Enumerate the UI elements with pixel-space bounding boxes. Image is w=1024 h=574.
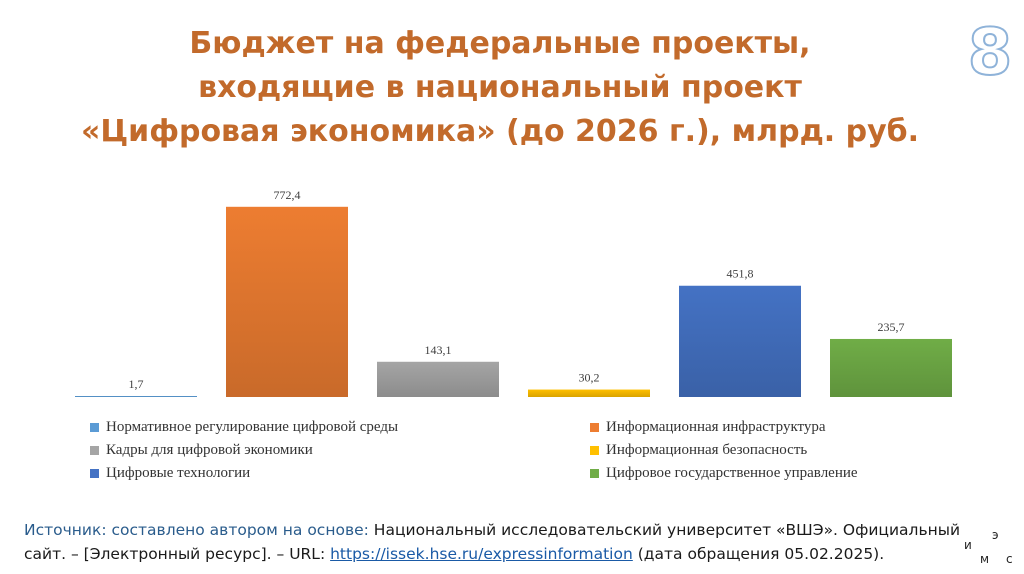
title-line-2: входящие в национальный проект bbox=[198, 70, 802, 105]
data-label-2: 772,4 bbox=[274, 190, 301, 202]
legend-label-1: Нормативное регулирование цифровой среды bbox=[106, 418, 399, 435]
logo-letter-e: э bbox=[992, 528, 999, 542]
legend-swatch-4 bbox=[590, 445, 599, 455]
logo-letter-s: с bbox=[1006, 552, 1013, 566]
legend-item-4: Информационная безопасность bbox=[590, 440, 930, 460]
logo-letter-m: м bbox=[980, 552, 990, 566]
legend-item-2: Информационная инфраструктура bbox=[590, 417, 930, 437]
source-text-1: Национальный исследовательский университ… bbox=[24, 521, 961, 563]
bar-1 bbox=[75, 396, 197, 397]
legend-item-6: Цифровое государственное управление bbox=[590, 463, 930, 483]
bar-5 bbox=[679, 285, 801, 397]
data-label-6: 235,7 bbox=[878, 320, 905, 334]
legend-item-1: Нормативное регулирование цифровой среды bbox=[90, 417, 590, 437]
legend-swatch-1 bbox=[90, 422, 99, 432]
bar-3 bbox=[377, 361, 499, 397]
source-text-2: (дата обращения 05.02.2025). bbox=[632, 545, 885, 563]
legend-label-4: Информационная безопасность bbox=[606, 441, 808, 458]
legend-label-6: Цифровое государственное управление bbox=[606, 464, 858, 481]
legend-label-2: Информационная инфраструктура bbox=[606, 418, 826, 435]
imes-logo: и э м с bbox=[960, 528, 1016, 568]
title-line-1: Бюджет на федеральные проекты, bbox=[189, 26, 811, 61]
bar-chart: 1,7 772,4 143,1 30,2 451,8 235,7 bbox=[75, 190, 952, 397]
data-label-3: 143,1 bbox=[425, 343, 452, 357]
data-label-1: 1,7 bbox=[129, 377, 144, 391]
chart-legend: Нормативное регулирование цифровой среды… bbox=[90, 417, 930, 483]
data-label-4: 30,2 bbox=[579, 371, 600, 385]
slide-title: Бюджет на федеральные проекты, входящие … bbox=[60, 22, 940, 154]
legend-label-3: Кадры для цифровой экономики bbox=[106, 441, 313, 458]
source-lead: Источник: составлено автором на основе: bbox=[24, 521, 369, 539]
legend-swatch-2 bbox=[590, 422, 599, 432]
source-link[interactable]: https://issek.hse.ru/expressinformation bbox=[330, 545, 633, 563]
legend-swatch-6 bbox=[590, 468, 599, 478]
legend-swatch-3 bbox=[90, 445, 99, 455]
logo-letter-i: и bbox=[964, 538, 972, 552]
legend-swatch-5 bbox=[90, 468, 99, 478]
bar-6 bbox=[830, 338, 952, 397]
source-note: Источник: составлено автором на основе: … bbox=[24, 518, 964, 566]
title-line-3: «Цифровая экономика» (до 2026 г.), млрд.… bbox=[80, 114, 920, 149]
data-label-5: 451,8 bbox=[727, 267, 754, 281]
legend-item-3: Кадры для цифровой экономики bbox=[90, 440, 590, 460]
legend-label-5: Цифровые технологии bbox=[106, 464, 251, 481]
bar-4 bbox=[528, 389, 650, 397]
page-number: 8 bbox=[967, 15, 1014, 91]
legend-item-5: Цифровые технологии bbox=[90, 463, 590, 483]
bar-2 bbox=[226, 206, 348, 397]
